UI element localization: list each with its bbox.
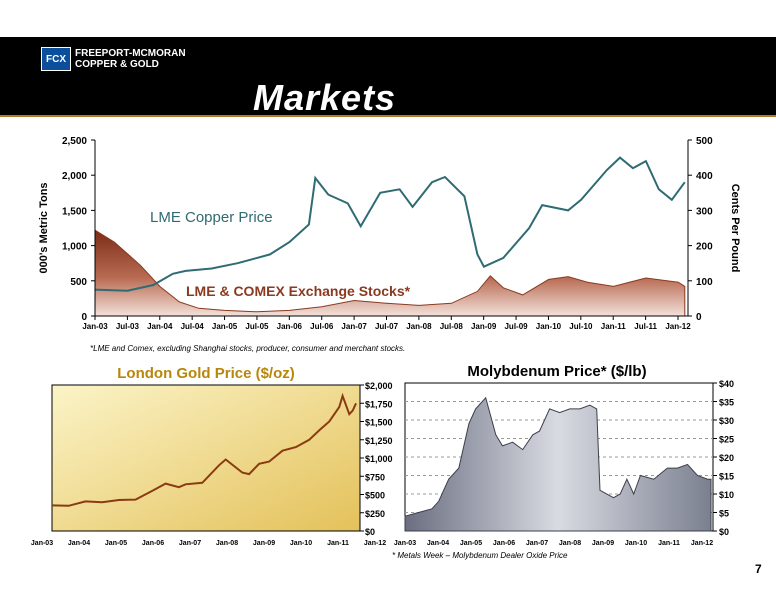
chart1-ytick-label: 2,000 bbox=[62, 171, 87, 182]
gold-xtick-label: Jan-04 bbox=[68, 540, 90, 547]
header-banner: FCX FREEPORT-MCMORAN COPPER & GOLD Marke… bbox=[0, 37, 776, 118]
moly-price-area bbox=[404, 396, 712, 532]
moly-xtick-label: Jan-07 bbox=[526, 540, 548, 547]
moly-ytick-label: $15 bbox=[719, 472, 734, 482]
header-divider bbox=[0, 115, 776, 117]
chart1-xtick-label: Jan-11 bbox=[601, 322, 626, 331]
moly-ytick-label: $10 bbox=[719, 490, 734, 500]
gold-xtick-label: Jan-08 bbox=[216, 540, 238, 547]
chart1-y2tick-label: 400 bbox=[696, 171, 713, 182]
gold-xtick-label: Jan-07 bbox=[179, 540, 201, 547]
page-number: 7 bbox=[755, 562, 762, 576]
gold-xtick-label: Jan-11 bbox=[327, 540, 349, 547]
chart1-xtick-label: Jan-07 bbox=[341, 322, 367, 331]
chart1-xtick-label: Jul-05 bbox=[245, 322, 269, 331]
chart1-xtick-label: Jul-07 bbox=[375, 322, 399, 331]
gold-xtick-label: Jan-03 bbox=[31, 540, 53, 547]
chart1-xtick-label: Jul-09 bbox=[504, 322, 528, 331]
chart1-y2tick-label: 0 bbox=[696, 312, 702, 323]
chart1-ytick-label: 1,500 bbox=[62, 206, 87, 217]
moly-footnote: * Metals Week – Molybdenum Dealer Oxide … bbox=[392, 551, 568, 560]
chart1-y2tick-label: 200 bbox=[696, 242, 713, 253]
gold-ytick-label: $1,500 bbox=[365, 418, 393, 428]
chart1-xtick-label: Jan-09 bbox=[471, 322, 497, 331]
chart1-ytick-label: 500 bbox=[70, 277, 87, 288]
exchange-stocks-area bbox=[94, 229, 686, 317]
moly-xtick-label: Jan-11 bbox=[658, 540, 680, 547]
gold-ytick-label: $500 bbox=[365, 491, 385, 501]
company-logo: FCX FREEPORT-MCMORAN COPPER & GOLD bbox=[41, 47, 186, 71]
gold-ytick-label: $1,750 bbox=[365, 399, 393, 409]
chart1-y2tick-label: 300 bbox=[696, 206, 713, 217]
moly-xtick-label: Jan-03 bbox=[394, 540, 416, 547]
chart1-xtick-label: Jan-05 bbox=[212, 322, 238, 331]
moly-xtick-label: Jan-05 bbox=[460, 540, 482, 547]
copper-series-label: LME Copper Price bbox=[150, 209, 273, 226]
gold-price-line bbox=[51, 392, 357, 507]
chart1-left-axis-title: 000's Metric Tons bbox=[38, 182, 50, 273]
gold-chart-title: London Gold Price ($/oz) bbox=[117, 365, 295, 382]
chart1-xtick-label: Jan-08 bbox=[406, 322, 432, 331]
moly-xtick-label: Jan-04 bbox=[427, 540, 449, 547]
chart1-xtick-label: Jul-03 bbox=[116, 322, 140, 331]
gold-ytick-label: $1,250 bbox=[365, 436, 393, 446]
moly-chart-title: Molybdenum Price* ($/lb) bbox=[467, 363, 646, 380]
chart1-right-axis-title: Cents Per Pound bbox=[729, 184, 741, 273]
stocks-series-label: LME & COMEX Exchange Stocks* bbox=[186, 283, 411, 299]
moly-ytick-label: $0 bbox=[719, 527, 729, 537]
gold-ytick-label: $750 bbox=[365, 472, 385, 482]
chart1-xtick-label: Jul-04 bbox=[181, 322, 205, 331]
logo-line-2: COPPER & GOLD bbox=[75, 59, 159, 70]
gold-ytick-label: $250 bbox=[365, 509, 385, 519]
chart1-xtick-label: Jul-08 bbox=[440, 322, 464, 331]
chart1-xtick-label: Jan-04 bbox=[147, 322, 173, 331]
chart1-xtick-label: Jan-10 bbox=[536, 322, 562, 331]
moly-ytick-label: $30 bbox=[719, 416, 734, 426]
moly-xtick-label: Jan-12 bbox=[691, 540, 713, 547]
chart1-ytick-label: 2,500 bbox=[62, 136, 87, 147]
chart1-footnote: *LME and Comex, excluding Shanghai stock… bbox=[90, 344, 405, 353]
logo-mark-icon: FCX bbox=[41, 47, 71, 71]
chart1-ytick-label: 0 bbox=[81, 312, 87, 323]
moly-ytick-label: $25 bbox=[719, 435, 734, 445]
gold-xtick-label: Jan-06 bbox=[142, 540, 164, 547]
gold-ytick-label: $0 bbox=[365, 527, 375, 537]
moly-xtick-label: Jan-09 bbox=[592, 540, 614, 547]
chart1-y2tick-label: 100 bbox=[696, 277, 713, 288]
gold-plot-area bbox=[51, 384, 361, 532]
page-title: Markets bbox=[253, 77, 397, 118]
moly-xtick-label: Jan-08 bbox=[559, 540, 581, 547]
gold-xtick-label: Jan-09 bbox=[253, 540, 275, 547]
chart1-xtick-label: Jul-06 bbox=[310, 322, 334, 331]
chart1-y2tick-label: 500 bbox=[696, 136, 713, 147]
chart1-xtick-label: Jul-11 bbox=[634, 322, 657, 331]
gold-ytick-label: $1,000 bbox=[365, 454, 393, 464]
moly-ytick-label: $20 bbox=[719, 453, 734, 463]
moly-ytick-label: $5 bbox=[719, 509, 729, 519]
moly-xtick-label: Jan-06 bbox=[493, 540, 515, 547]
gold-xtick-label: Jan-10 bbox=[290, 540, 312, 547]
moly-xtick-label: Jan-10 bbox=[625, 540, 647, 547]
moly-ytick-label: $35 bbox=[719, 398, 734, 408]
chart1-xtick-label: Jan-03 bbox=[82, 322, 108, 331]
moly-ytick-label: $40 bbox=[719, 379, 734, 389]
chart1-xtick-label: Jul-10 bbox=[569, 322, 593, 331]
gold-xtick-label: Jan-05 bbox=[105, 540, 127, 547]
chart1-xtick-label: Jan-12 bbox=[665, 322, 691, 331]
chart1-ytick-label: 1,000 bbox=[62, 242, 87, 253]
copper-price-line bbox=[94, 156, 686, 292]
gold-ytick-label: $2,000 bbox=[365, 381, 393, 391]
logo-line-1: FREEPORT-MCMORAN bbox=[75, 48, 186, 59]
gold-xtick-label: Jan-12 bbox=[364, 540, 386, 547]
chart1-xtick-label: Jan-06 bbox=[277, 322, 303, 331]
